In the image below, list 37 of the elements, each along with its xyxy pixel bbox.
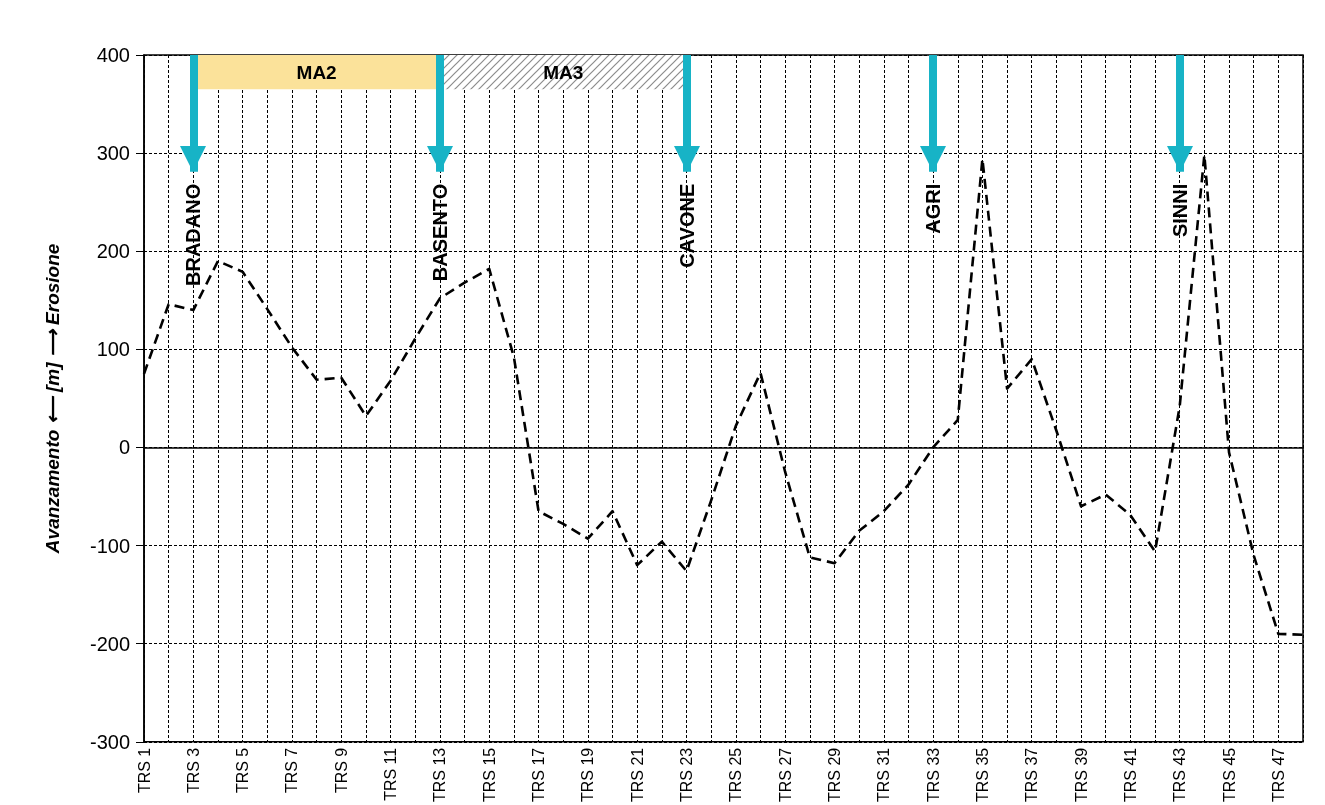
x-tick-label: TRS 21 <box>628 747 646 803</box>
x-tick-label: TRS 3 <box>184 747 202 794</box>
x-tick-label: TRS 1 <box>135 747 153 794</box>
x-tick-label: TRS 37 <box>1023 747 1041 803</box>
x-tick-label: TRS 23 <box>678 747 696 803</box>
x-tick-label: TRS 33 <box>924 747 942 803</box>
x-tick-label: TRS 7 <box>283 747 301 794</box>
y-tick-label: 300 <box>96 142 130 165</box>
y-tick-label: 400 <box>96 44 130 66</box>
band-label: MA2 <box>296 61 337 83</box>
y-tick-label: -300 <box>89 730 130 753</box>
x-tick-label: TRS 13 <box>431 747 449 803</box>
y-tick-label: 100 <box>96 338 130 361</box>
y-tick-label: -200 <box>89 632 130 655</box>
ref-line-label: BASENTO <box>428 183 451 282</box>
y-tick-label: 200 <box>96 240 130 263</box>
y-tick-label: -100 <box>89 534 130 557</box>
band-label: MA3 <box>543 61 584 83</box>
x-tick-label: TRS 41 <box>1121 747 1139 803</box>
x-tick-label: TRS 29 <box>825 747 843 803</box>
x-tick-label: TRS 43 <box>1171 747 1189 803</box>
y-tick-label: 0 <box>118 436 130 459</box>
x-tick-label: TRS 39 <box>1072 747 1090 803</box>
x-tick-label: TRS 35 <box>973 747 991 803</box>
x-tick-label: TRS 15 <box>480 747 498 803</box>
x-tick-label: TRS 25 <box>727 747 745 803</box>
x-tick-label: TRS 9 <box>332 747 350 794</box>
x-tick-label: TRS 47 <box>1269 747 1287 803</box>
x-tick-label: TRS 31 <box>875 747 893 803</box>
x-tick-label: TRS 11 <box>382 747 400 801</box>
ref-line-label: CAVONE <box>675 183 698 268</box>
x-tick-label: TRS 45 <box>1220 747 1238 803</box>
x-tick-label: TRS 27 <box>776 747 794 803</box>
x-tick-label: TRS 5 <box>234 747 252 794</box>
x-tick-label: TRS 19 <box>579 747 597 803</box>
y-axis-title: Avanzamento ⟵ [m] ⟶ Erosione <box>42 243 63 555</box>
x-tick-label: TRS 17 <box>530 747 548 803</box>
